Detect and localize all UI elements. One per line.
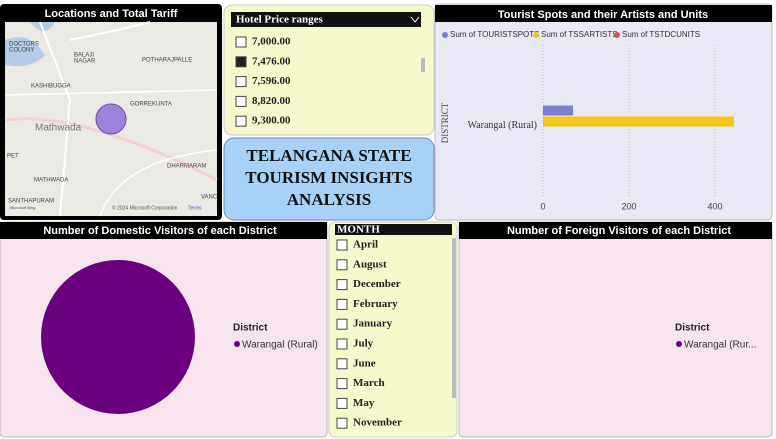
slicer-item[interactable]: 8,820.00	[252, 95, 291, 107]
chart-title: Number of Domestic Visitors of each Dist…	[43, 225, 277, 237]
checkbox[interactable]	[336, 378, 348, 390]
slicer-item[interactable]: November	[353, 417, 402, 429]
month-slicer	[328, 221, 458, 438]
panel-header	[459, 222, 772, 239]
legend-marker	[442, 32, 448, 38]
panel-header	[435, 5, 772, 22]
checkbox[interactable]	[336, 358, 348, 370]
checkbox[interactable]	[336, 397, 348, 409]
slicer-item[interactable]: 7,596.00	[252, 75, 291, 87]
checkbox[interactable]	[235, 56, 247, 68]
road	[39, 21, 72, 217]
checkbox[interactable]	[235, 76, 247, 88]
pie-slice[interactable]	[41, 260, 195, 414]
checkbox[interactable]	[235, 95, 247, 107]
map-label: Mathwada	[35, 123, 82, 134]
legend-marker	[676, 341, 682, 347]
foreign-panel	[458, 221, 773, 438]
legend-marker	[234, 341, 240, 347]
category-label: Warangal (Rural)	[468, 120, 537, 131]
legend-label: Sum of TSSARTISTS	[541, 30, 618, 39]
legend-title: District	[233, 323, 268, 334]
map-attribution: © 2024 Microsoft Corporation	[112, 204, 178, 211]
panel-title: Locations and Total Tariff	[45, 8, 178, 20]
checkbox[interactable]	[336, 417, 348, 429]
slicer-header[interactable]	[335, 224, 452, 235]
slicer-item[interactable]: 7,476.00	[252, 55, 291, 67]
chart-title: Tourist Spots and their Artists and Unit…	[498, 9, 708, 21]
banner-line: ANALYSIS	[287, 190, 371, 209]
slicer-item[interactable]: June	[353, 357, 376, 369]
slicer-item[interactable]: May	[353, 397, 375, 409]
legend-marker	[533, 32, 539, 38]
banner	[223, 137, 435, 221]
map-label: PET	[7, 154, 19, 160]
slicer-item[interactable]: 9,300.00	[252, 115, 291, 127]
bar-panel	[434, 3, 773, 221]
map-label: MATHWADA	[34, 178, 68, 184]
scrollbar[interactable]	[421, 58, 425, 72]
map-label: BALAJI	[74, 53, 94, 59]
legend-label: Sum of TOURISTSPOTS	[450, 30, 540, 39]
bar[interactable]	[543, 105, 574, 116]
checkbox[interactable]	[336, 279, 348, 291]
checkbox[interactable]	[336, 239, 348, 251]
map-label: POTHARAJPALLE	[142, 58, 192, 64]
map-label: GORREKUNTA	[130, 102, 172, 108]
legend-label: Sum of TSTDCUNITS	[622, 30, 700, 39]
map-terms[interactable]: Terms	[188, 205, 202, 211]
slicer-title: Hotel Price ranges	[236, 14, 323, 26]
slicer-item[interactable]: December	[353, 278, 401, 290]
legend-title: District	[675, 323, 710, 334]
slicer-item[interactable]: August	[353, 258, 387, 270]
road	[4, 89, 218, 96]
panel-header	[0, 222, 327, 239]
dropdown-icon[interactable]	[410, 16, 420, 23]
slicer-item[interactable]: January	[353, 318, 393, 330]
slicer-item[interactable]: July	[353, 338, 374, 350]
map-brand: Microsoft Bing	[10, 205, 35, 210]
map-label: VANC	[201, 195, 218, 201]
legend-label: Warangal (Rur...	[684, 340, 756, 351]
road	[4, 117, 218, 182]
checkbox[interactable]	[235, 36, 247, 48]
slicer-title: MONTH	[337, 224, 380, 236]
price-slicer	[223, 4, 435, 136]
location-bubble[interactable]	[95, 103, 127, 135]
checkbox[interactable]	[336, 338, 348, 350]
slicer-item[interactable]: April	[353, 239, 378, 251]
slicer-item[interactable]: March	[353, 377, 385, 389]
map-label: SANTHAPURAM	[8, 199, 54, 205]
legend-marker	[614, 32, 620, 38]
map-label: NAGAR	[74, 59, 96, 65]
checkbox[interactable]	[235, 115, 247, 127]
legend-label: Warangal (Rural)	[242, 340, 318, 351]
road	[99, 149, 218, 217]
map-label: DOCTORS	[9, 42, 39, 48]
map-label: KASHIBUGGA	[31, 84, 71, 90]
map-label: DHARMARAM	[167, 164, 206, 170]
y-axis-label: DISTRICT	[440, 102, 450, 143]
x-tick-label: 400	[707, 201, 722, 211]
x-tick-label: 200	[621, 201, 636, 211]
scrollbar[interactable]	[452, 238, 456, 398]
x-tick-label: 0	[540, 201, 545, 211]
checkbox[interactable]	[336, 298, 348, 310]
checkbox[interactable]	[336, 318, 348, 330]
banner-line: TOURISM INSIGHTS	[245, 168, 412, 187]
checkbox[interactable]	[336, 259, 348, 271]
chart-title: Number of Foreign Visitors of each Distr…	[507, 225, 731, 237]
slicer-item[interactable]: 7,000.00	[252, 36, 291, 48]
slicer-header[interactable]	[231, 12, 421, 27]
water	[5, 37, 45, 67]
map-label: COLONY	[9, 48, 34, 54]
slicer-item[interactable]: February	[353, 298, 398, 310]
road	[69, 21, 151, 41]
banner-line: TELANGANA STATE	[246, 146, 411, 165]
bar[interactable]	[543, 116, 734, 127]
